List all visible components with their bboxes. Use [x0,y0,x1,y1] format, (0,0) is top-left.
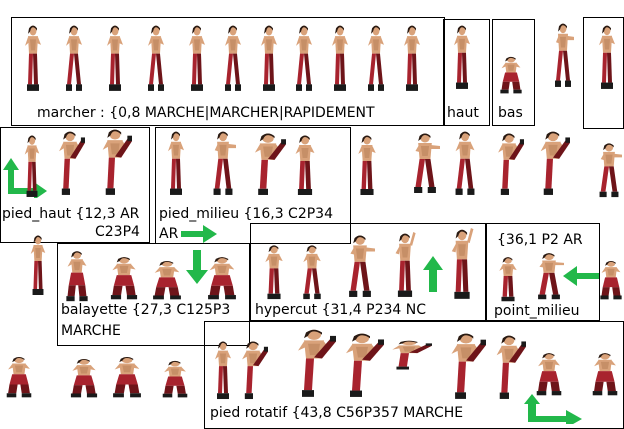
frame-box-point-milieu [486,223,600,321]
fighter-sprite-icon [296,25,312,91]
fighter-sprite-icon [395,232,416,297]
frame-box-pied-haut [0,127,150,243]
label-balayette-2: MARCHE [61,323,121,339]
fighter-sprite-icon [254,133,286,195]
fighter-sprite-icon [358,135,376,195]
frame-box-haut [443,19,490,126]
fighter-sprite-icon [24,135,40,197]
label-haut: haut [447,105,479,121]
frame-box-marcher [11,17,445,126]
fighter-sprite-icon [600,260,622,300]
fighter-sprite-icon [498,133,524,195]
fighter-sprite-icon [538,253,564,300]
fighter-sprite-icon [592,353,618,396]
fighter-sprite-icon [215,341,231,400]
fighter-sprite-icon [225,25,241,91]
fighter-sprite-icon [332,25,348,91]
label-marcher: marcher : {0,8 MARCHE|MARCHER|RAPIDEMENT [37,105,375,121]
fighter-sprite-icon [148,25,164,91]
fighter-sprite-icon [30,235,46,295]
fighter-sprite-icon [368,25,384,91]
fighter-sprite-icon [66,25,82,91]
fighter-sprite-icon [496,335,526,399]
label-pied-haut-2: C23P4 [95,224,140,240]
label-pied-milieu-2: AR [159,226,179,242]
fighter-sprite-icon [346,333,384,397]
fighter-sprite-icon [298,329,336,397]
fighter-sprite-icon [162,360,188,398]
fighter-sprite-icon [540,131,570,195]
fighter-sprite-icon [500,56,522,94]
fighter-sprite-icon [208,257,236,300]
fighter-sprite-icon [451,333,486,399]
fighter-sprite-icon [168,131,184,195]
fighter-sprite-icon [102,129,132,195]
fighter-sprite-icon [110,257,138,300]
fighter-sprite-icon [153,260,181,300]
fighter-sprite-icon [536,353,562,396]
label-hypercut: hypercut {31,4 P234 NC [255,302,427,318]
fighter-sprite-icon [455,131,475,195]
label-pied-milieu-1: pied_milieu {16,3 C2P34 [159,206,333,222]
green-arrow-icon [563,266,599,286]
fighter-sprite-icon [265,245,283,300]
fighter-sprite-icon [599,143,622,198]
fighter-sprite-icon [113,357,141,398]
fighter-sprite-icon [66,251,88,302]
label-point-milieu-1: {36,1 P2 AR [497,232,583,248]
fighter-sprite-icon [213,131,236,195]
fighter-sprite-icon [261,25,277,91]
label-pied-haut-1: pied_haut {12,3 AR [2,206,140,222]
fighter-sprite-icon [499,257,517,302]
label-balayette-1: balayette {27,3 C125P3 [61,302,231,318]
frame-box-bas [492,19,535,126]
label-point-milieu-2: point_milieu [494,303,580,319]
fighter-sprite-icon [404,25,420,91]
fighter-sprite-icon [6,357,32,398]
fighter-sprite-icon [599,25,615,89]
fighter-sprite-icon [70,358,98,398]
green-arrow-icon [186,250,208,284]
fighter-sprite-icon [189,25,205,91]
fighter-sprite-icon [392,340,432,370]
label-pied-rotatif: pied rotatif {43,8 C56P357 MARCHE [210,405,464,421]
fighter-sprite-icon [451,228,474,299]
fighter-sprite-icon [242,341,268,400]
fighter-sprite-icon [295,135,315,195]
fighter-sprite-icon [303,245,321,300]
green-arrow-icon [423,256,443,292]
green-arrow-icon [181,225,217,243]
fighter-sprite-icon [107,25,123,91]
frame-box-hypercut [250,223,486,321]
fighter-sprite-icon [454,25,470,89]
fighter-sprite-icon [25,25,41,91]
frame-box-pied-milieu [155,127,351,244]
green-arrow-icon [524,394,582,424]
frame-box-balayette [57,243,250,346]
fighter-sprite-icon [59,131,85,195]
fighter-sprite-icon [555,23,574,87]
fighter-sprite-icon [349,235,375,297]
label-bas: bas [498,105,523,121]
fighter-sprite-icon [414,133,440,193]
